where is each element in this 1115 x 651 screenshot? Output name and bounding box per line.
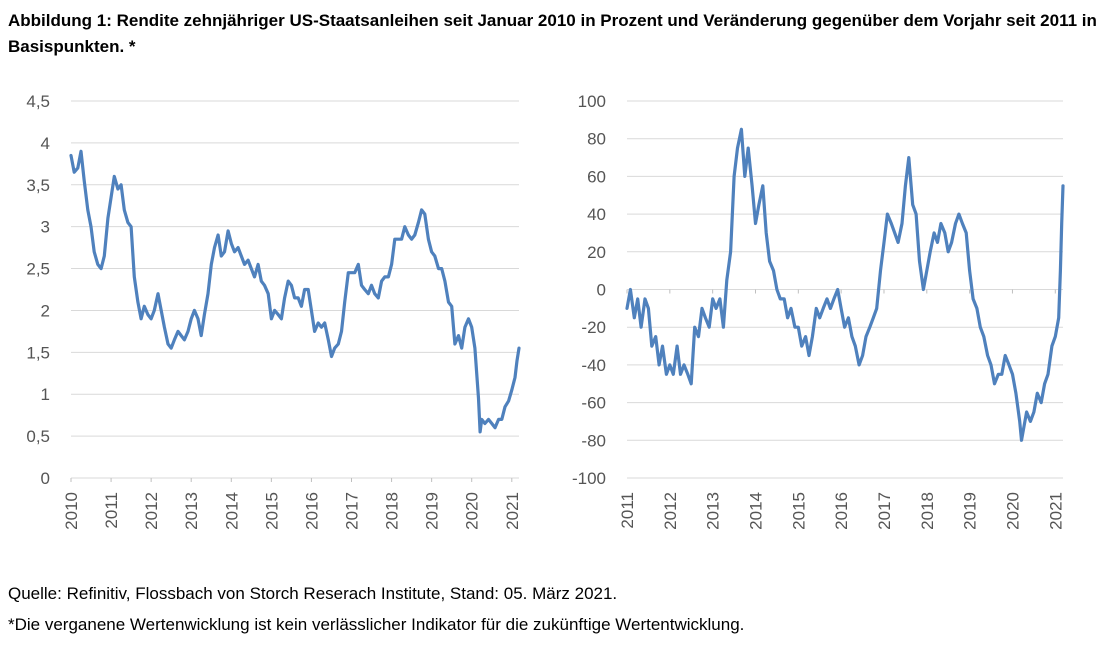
y-tick-label: 0: [41, 469, 50, 488]
y-tick-label: 3,5: [26, 176, 50, 195]
x-tick-label: 2021: [1046, 492, 1065, 530]
left-chart: 0 0,5 1 1,5 2 2,5 3 3,5 4 4,5 2010 2011 2012 2013 2014…: [26, 92, 522, 530]
x-tick-label: 2015: [262, 492, 281, 530]
x-tick-label: 2013: [704, 492, 723, 530]
y-tick-label: 1: [41, 385, 50, 404]
y-tick-label: 2,5: [26, 260, 50, 279]
y-tick-label: 0: [597, 281, 606, 300]
x-tick-label: 2021: [503, 492, 522, 530]
x-tick-label: 2017: [343, 492, 362, 530]
y-tick-label: 60: [587, 167, 606, 186]
y-tick-label: 4: [41, 134, 50, 153]
x-tick-label: 2018: [918, 492, 937, 530]
y-tick-label: 3: [41, 218, 50, 237]
x-tick-label: 2020: [463, 492, 482, 530]
y-tick-label: 1,5: [26, 343, 50, 362]
x-tick-label: 2015: [789, 492, 808, 530]
y-tick-label: -40: [581, 356, 606, 375]
x-tick-label: 2012: [142, 492, 161, 530]
x-tick-label: 2014: [746, 492, 765, 530]
x-tick-label: 2011: [102, 492, 121, 529]
y-tick-label: 80: [587, 130, 606, 149]
x-tick-label: 2016: [832, 492, 851, 530]
x-tick-label: 2012: [661, 492, 680, 530]
x-tick-label: 2014: [222, 492, 241, 530]
y-tick-label: -100: [572, 469, 606, 488]
y-tick-label: 2: [41, 301, 50, 320]
x-tick-label: 2010: [62, 492, 81, 530]
source-note: Quelle: Refinitiv, Flossbach von Storch …: [8, 584, 618, 603]
x-tick-label: 2019: [961, 492, 980, 530]
series-line: [625, 127, 1065, 442]
x-tick-label: 2017: [875, 492, 894, 530]
x-tick-label: 2011: [618, 492, 637, 529]
y-tick-label: -20: [581, 318, 606, 337]
y-tick-label: 40: [587, 205, 606, 224]
y-tick-label: 100: [578, 92, 606, 111]
y-tick-label: 0,5: [26, 427, 50, 446]
x-tick-label: 2013: [182, 492, 201, 530]
y-tick-label: -80: [581, 431, 606, 450]
y-tick-label: -60: [581, 394, 606, 413]
disclaimer-note: *Die verganene Wertenwicklung ist kein v…: [8, 615, 745, 634]
y-tick-label: 4,5: [26, 92, 50, 111]
x-tick-label: 2020: [1003, 492, 1022, 530]
y-tick-label: 20: [587, 243, 606, 262]
figure-title: Abbildung 1: Rendite zehnjähriger US-Sta…: [8, 11, 1097, 56]
series-line: [69, 149, 521, 434]
x-tick-label: 2019: [423, 492, 442, 530]
x-tick-label: 2016: [302, 492, 321, 530]
x-tick-label: 2018: [383, 492, 402, 530]
